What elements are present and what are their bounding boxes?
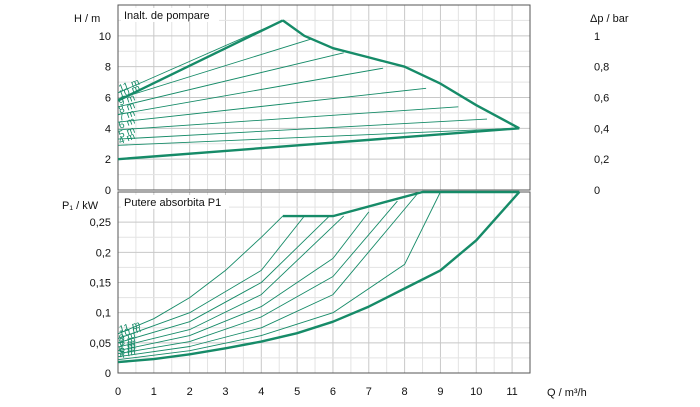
head-tick-label: 6 xyxy=(105,93,111,105)
head-curve-9m xyxy=(117,52,344,108)
head-curve-5m xyxy=(117,118,488,140)
power-tick-label: 0,05 xyxy=(90,338,111,350)
x-tick-label: 7 xyxy=(366,386,372,398)
head-chart-grid xyxy=(117,4,531,191)
x-tick-label: 5 xyxy=(294,386,300,398)
power-curve-9m xyxy=(117,215,330,344)
head-curve-limit-8 xyxy=(117,127,520,161)
x-tick-label: 6 xyxy=(330,386,336,398)
x-tick-label: 4 xyxy=(258,386,264,398)
pressure-tick-label: 0,2 xyxy=(594,154,609,166)
power-curve-limit-9 xyxy=(282,190,520,218)
flow-x-axis-label: Q / m³/h xyxy=(547,387,587,399)
head-label-5m: 5 m xyxy=(117,125,136,141)
power-curve-6m xyxy=(117,200,398,355)
pressure-tick-label: 0,8 xyxy=(594,62,609,74)
power-tick-label: 0,2 xyxy=(96,247,111,259)
power-chart-title: Putere absorbita P1 xyxy=(124,197,221,209)
power-curve-8m xyxy=(117,215,345,348)
head-curve-8m xyxy=(117,67,384,115)
head-curve-6m xyxy=(117,106,459,131)
x-tick-label: 11 xyxy=(506,386,517,398)
x-tick-label: 10 xyxy=(470,386,482,398)
x-tick-label: 9 xyxy=(437,386,443,398)
power-curve-11m xyxy=(117,215,284,335)
head-curve-limit-9 xyxy=(117,19,284,102)
power-chart-grid xyxy=(117,191,531,374)
head-y-axis-label: H / m xyxy=(74,13,100,25)
power-title-bg xyxy=(121,195,229,209)
head-tick-label: 2 xyxy=(105,154,111,166)
pressure-tick-label: 0,4 xyxy=(594,123,609,135)
head-label-6m: 6 m xyxy=(117,116,136,132)
head-curve-labels: 11 m10 m9 m8 m7 m6 m5 m4 m xyxy=(117,77,142,147)
x-tick-label: 3 xyxy=(222,386,228,398)
head-label-9m: 9 m xyxy=(117,93,136,109)
power-label-4m: 4 m xyxy=(118,347,137,362)
power-y-axis-label: P₁ / kW xyxy=(62,200,99,212)
power-chart-frame xyxy=(117,191,531,374)
head-tick-label: 4 xyxy=(105,123,111,135)
power-curve-4m xyxy=(117,191,441,361)
pressure-y-axis-label: Δp / bar xyxy=(590,13,629,25)
head-curve-limit-10 xyxy=(282,19,520,130)
power-curve-labels: 11 m10 m9 m8 m7 m6 m5 m4 m xyxy=(118,319,142,361)
pressure-tick-label: 1 xyxy=(594,31,600,43)
power-label-5m: 5 m xyxy=(118,344,137,359)
head-curves xyxy=(117,19,520,161)
x-tick-label: 1 xyxy=(151,386,157,398)
power-curve-5m xyxy=(117,191,420,358)
pressure-y-ticks: 0 0,2 0,4 0,6 0,8 1 xyxy=(594,31,609,197)
power-curve-10m xyxy=(117,215,305,340)
head-tick-label: 8 xyxy=(105,62,111,74)
power-curve-7m xyxy=(117,211,370,352)
power-label-8m: 8 m xyxy=(118,334,137,349)
head-y-ticks: 0 2 4 6 8 10 xyxy=(99,31,111,197)
head-curve-10m xyxy=(117,38,312,100)
power-tick-label: 0 xyxy=(105,368,111,380)
power-tick-label: 0,1 xyxy=(96,308,111,320)
power-curves xyxy=(117,190,521,364)
power-label-11m: 11 m xyxy=(118,319,142,335)
head-label-4m: 4 m xyxy=(117,131,136,147)
head-tick-label: 0 xyxy=(105,185,111,197)
flow-x-ticks: 0 1 2 3 4 5 6 7 8 9 10 11 xyxy=(115,386,518,398)
head-label-7m: 7 m xyxy=(117,108,136,124)
head-chart-frame xyxy=(117,4,531,191)
x-tick-label: 2 xyxy=(187,386,193,398)
head-label-8m: 8 m xyxy=(117,100,136,116)
power-label-7m: 7 m xyxy=(118,338,137,353)
pressure-tick-label: 0,6 xyxy=(594,93,609,105)
head-title-bg xyxy=(121,8,219,22)
power-label-6m: 6 m xyxy=(118,341,137,356)
power-tick-label: 0,15 xyxy=(90,278,111,290)
head-curve-7m xyxy=(117,87,427,123)
power-y-ticks: 0 0,05 0,1 0,15 0,2 0,25 xyxy=(90,217,111,380)
head-tick-label: 10 xyxy=(99,31,111,43)
head-chart-title: Inalt. de pompare xyxy=(124,10,210,22)
power-curve-limit-8 xyxy=(117,191,521,364)
power-label-9m: 9 m xyxy=(118,330,137,345)
x-tick-label: 0 xyxy=(115,386,121,398)
pressure-tick-label: 0 xyxy=(594,185,600,197)
x-tick-label: 8 xyxy=(402,386,408,398)
power-tick-label: 0,25 xyxy=(90,217,111,229)
head-curve-4m xyxy=(117,127,516,146)
